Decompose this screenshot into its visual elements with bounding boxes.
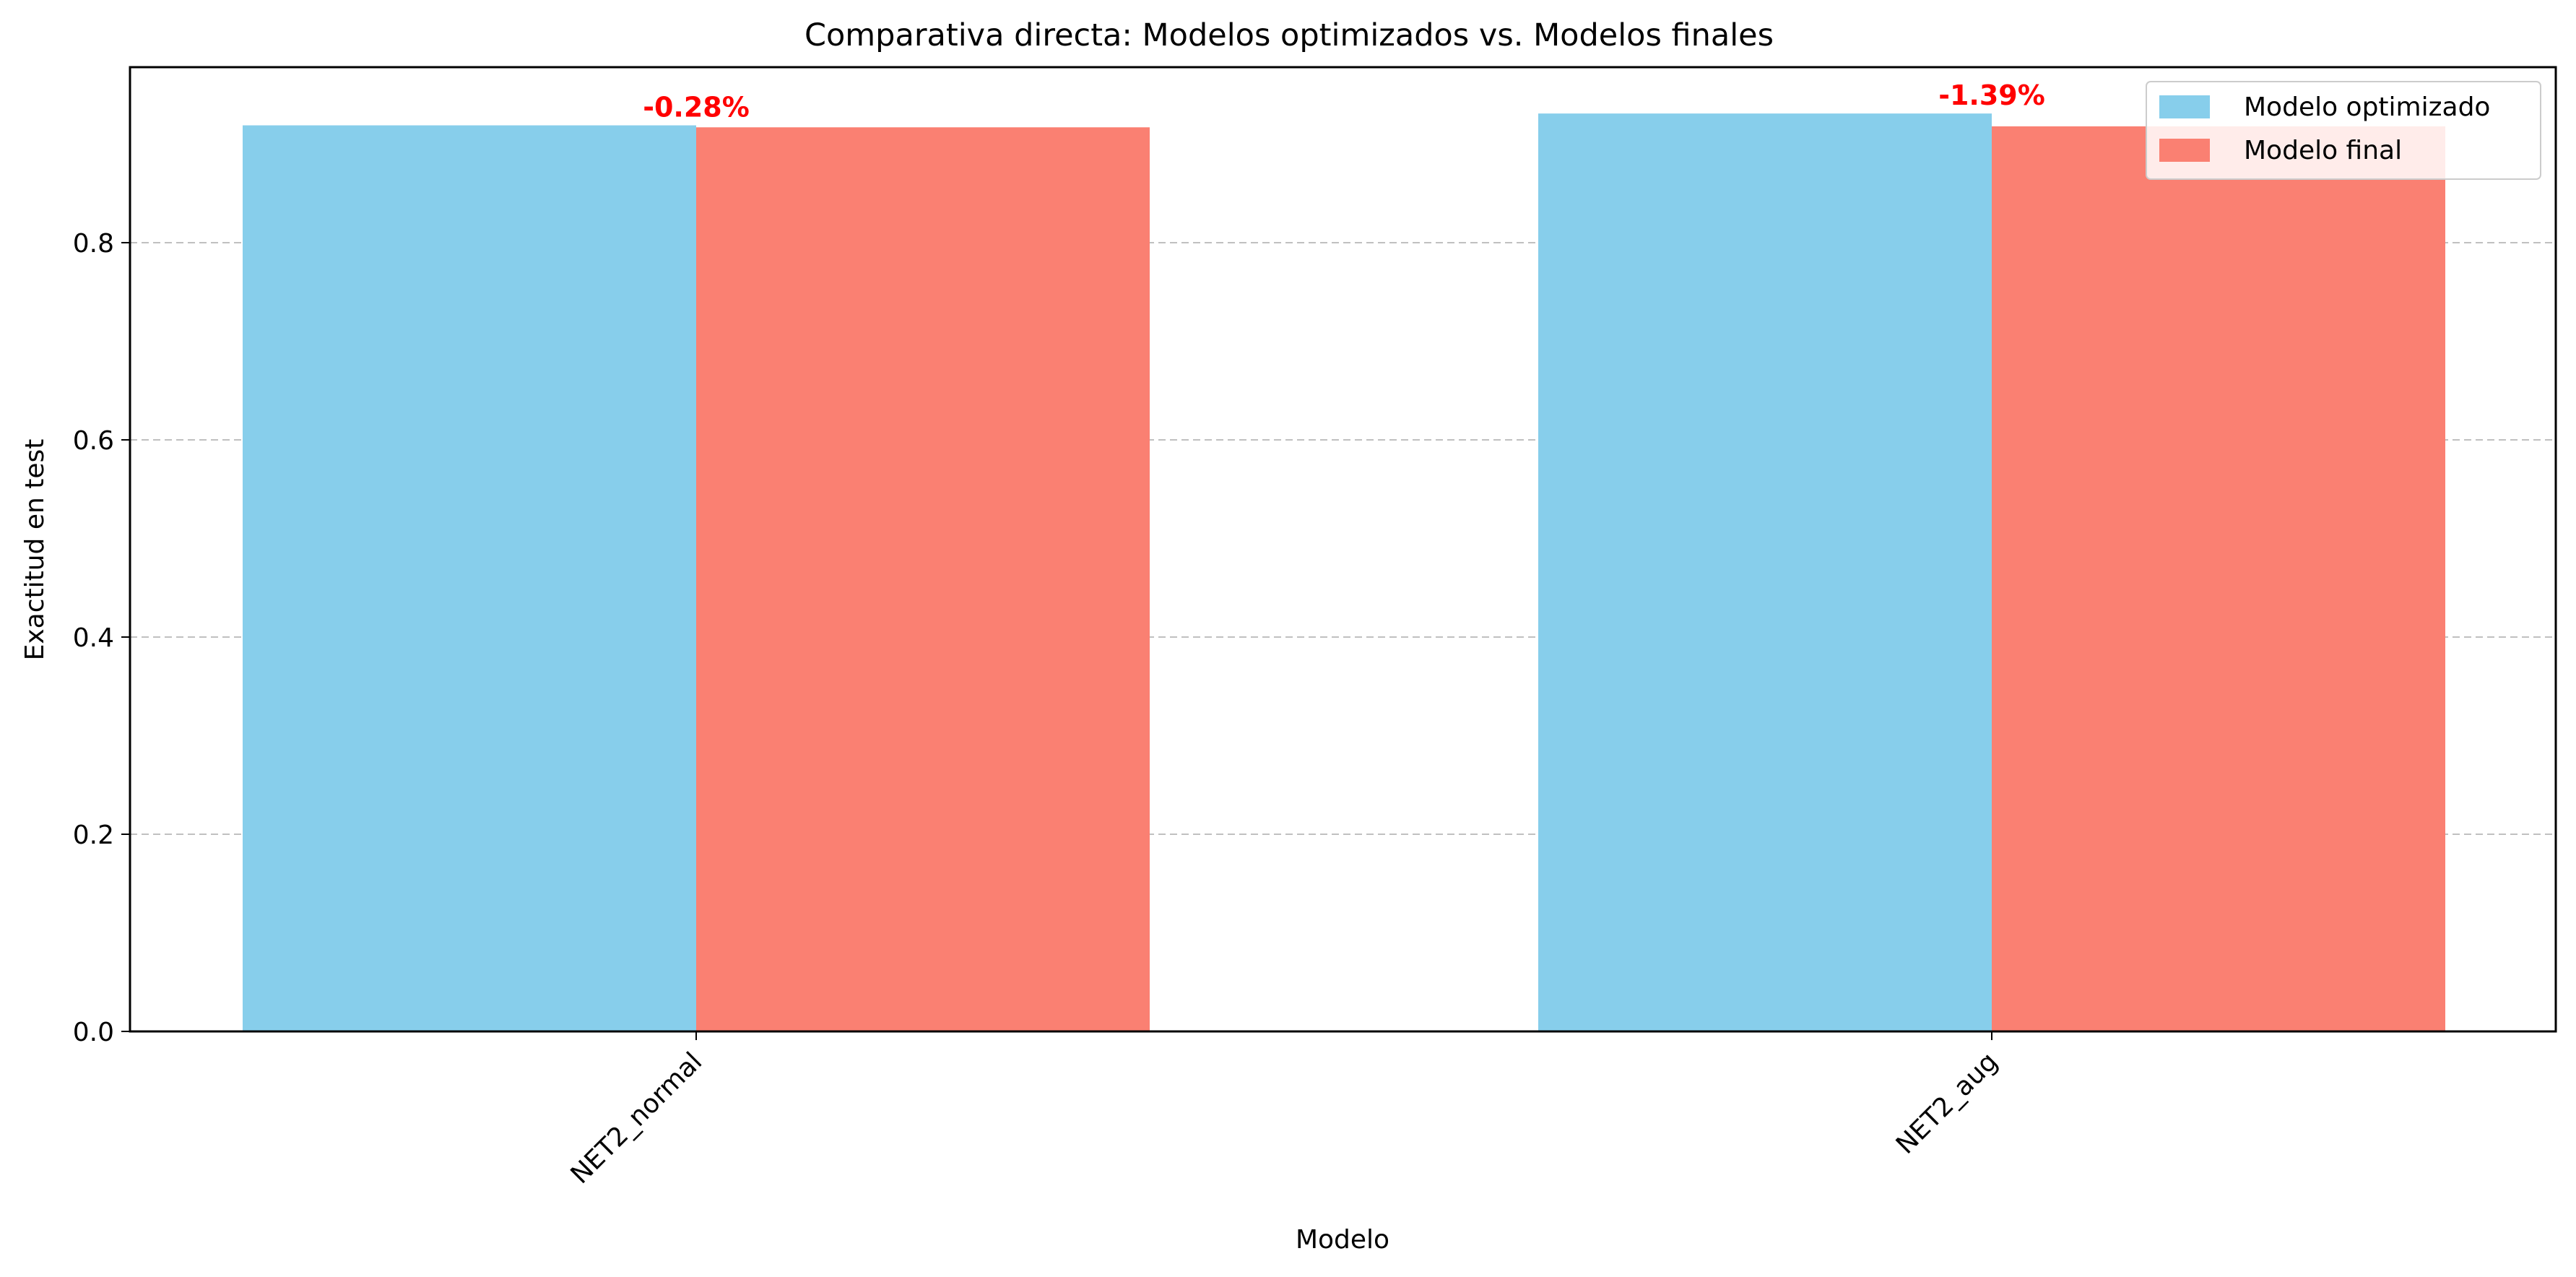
difference-annotation: -1.39% xyxy=(1938,79,2045,111)
bar-net2-normal-optimizado xyxy=(243,125,696,1031)
legend-swatch-modelo-final xyxy=(2159,139,2210,162)
bar-net2-aug-final xyxy=(1992,126,2445,1031)
y-axis-label: Exactitud en test xyxy=(20,439,50,661)
x-axis-label: Modelo xyxy=(1296,1225,1389,1255)
y-tick-label: 0.0 xyxy=(73,1018,114,1047)
bar-net2-aug-optimizado xyxy=(1538,113,1992,1031)
legend-frame xyxy=(2146,81,2541,180)
difference-annotation: -0.28% xyxy=(643,92,750,124)
y-tick-label: 0.4 xyxy=(73,623,114,653)
legend-swatch-modelo-optimizado xyxy=(2159,95,2210,118)
y-tick-label: 0.2 xyxy=(73,821,114,850)
y-tick-label: 0.8 xyxy=(73,229,114,259)
plot-frame xyxy=(129,66,2557,1033)
legend-label-modelo-final: Modelo final xyxy=(2244,136,2402,165)
legend-label-modelo-optimizado: Modelo optimizado xyxy=(2244,92,2490,122)
y-tick-label: 0.6 xyxy=(73,426,114,456)
chart-title: Comparativa directa: Modelos optimizados… xyxy=(805,17,1774,53)
bars xyxy=(243,113,2445,1032)
legend: Modelo optimizado Modelo final xyxy=(2146,81,2541,180)
bar-net2-normal-final xyxy=(696,127,1150,1032)
annotations: -0.28% -1.39% xyxy=(643,79,2045,123)
